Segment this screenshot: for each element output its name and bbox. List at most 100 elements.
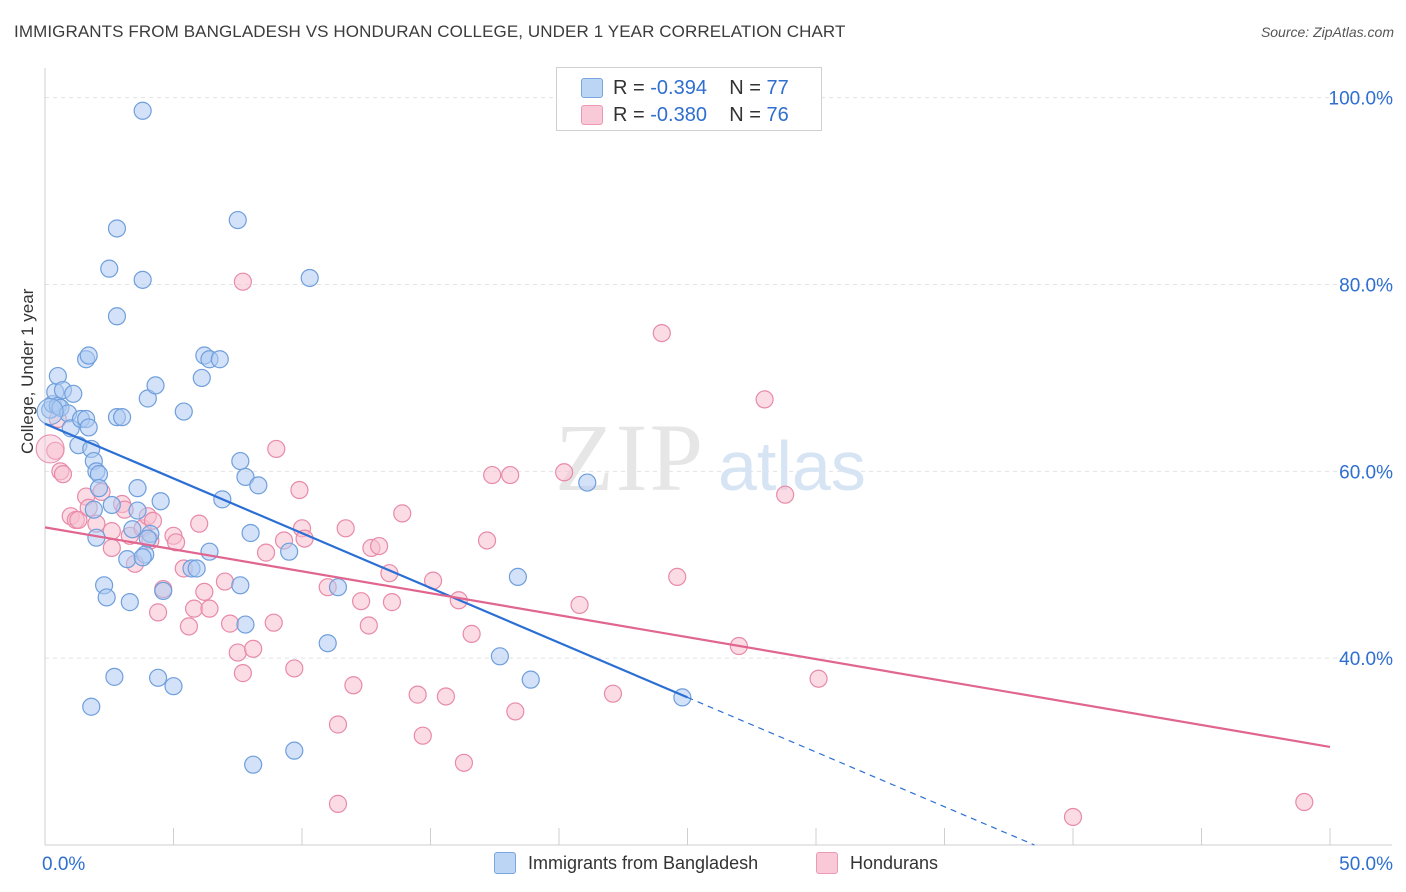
data-point-hondurans [244, 639, 263, 658]
data-point-hondurans [382, 593, 402, 612]
data-point-bangladesh [241, 523, 260, 543]
data-point-hondurans [454, 753, 474, 772]
data-point-bangladesh [187, 559, 206, 578]
y-tick-label: 80.0% [1339, 276, 1393, 297]
data-point-bangladesh [107, 219, 127, 238]
legend: R = -0.394 N = 77 R = -0.380 N = 76 [556, 67, 822, 131]
legend-n-label-1: N = [729, 76, 761, 99]
data-point-hondurans [69, 510, 88, 530]
data-point-bangladesh [164, 677, 183, 696]
data-point-hondurans [370, 536, 389, 556]
data-point-hondurans [1295, 792, 1314, 812]
data-point-hondurans [483, 465, 502, 485]
data-point-hondurans [328, 794, 348, 813]
legend-r-value-2: -0.380 [650, 103, 707, 126]
data-point-hondurans [393, 504, 412, 523]
y-axis-label: College, Under 1 year [18, 288, 37, 454]
data-point-hondurans [215, 572, 234, 591]
series-bangladesh-points [36, 101, 692, 774]
data-point-bangladesh [236, 615, 255, 634]
data-point-bangladesh [328, 578, 348, 597]
data-point-bangladesh [228, 210, 247, 230]
data-point-bangladesh [79, 418, 98, 437]
chart-title: IMMIGRANTS FROM BANGLADESH VS HONDURAN C… [14, 22, 846, 41]
data-point-hondurans [228, 643, 247, 662]
x-tick-label: 0.0% [42, 854, 85, 875]
legend-r-label-1: R = [613, 76, 645, 99]
data-point-hondurans [179, 617, 199, 636]
legend-text-hondurans: R = -0.380 N = 76 [613, 104, 789, 127]
y-tick-label: 100.0% [1329, 89, 1394, 110]
data-point-bangladesh [244, 755, 263, 774]
data-point-hondurans [652, 323, 671, 343]
data-point-hondurans [436, 687, 456, 706]
data-point-bangladesh [521, 670, 540, 689]
data-point-hondurans [220, 614, 240, 633]
trend-line-hondurans [44, 526, 1331, 748]
x-tick-label: 50.0% [1339, 854, 1393, 875]
data-point-hondurans [328, 715, 348, 734]
data-point-bangladesh [285, 741, 304, 760]
data-point-hondurans [501, 465, 520, 485]
bottom-legend: Immigrants from Bangladesh Hondurans [0, 852, 1406, 878]
bottom-legend-label-hondurans: Hondurans [850, 852, 939, 873]
data-point-hondurans [776, 485, 795, 504]
data-point-bangladesh [123, 520, 142, 539]
data-point-hondurans [190, 514, 209, 533]
series-hondurans-points [35, 272, 1314, 827]
data-point-bangladesh [64, 384, 83, 403]
data-point-bangladesh [578, 473, 597, 492]
y-tick-label: 40.0% [1339, 649, 1393, 670]
bottom-legend-swatch-blue [494, 852, 516, 874]
data-point-hondurans [462, 624, 481, 643]
data-point-bangladesh [107, 307, 127, 326]
data-point-bangladesh [128, 501, 147, 520]
data-point-hondurans [200, 599, 219, 618]
data-point-hondurans [256, 543, 276, 562]
data-point-bangladesh [236, 467, 255, 487]
tick-labels: 40.0% 60.0% 80.0% 100.0% 0.0% 50.0% [42, 89, 1393, 875]
trend-lines [44, 422, 1331, 846]
data-point-bangladesh [118, 550, 137, 569]
data-point-hondurans [477, 531, 497, 550]
data-point-hondurans [352, 592, 371, 611]
data-point-bangladesh [231, 451, 250, 471]
bottom-legend-swatch-pink [816, 852, 838, 874]
data-point-hondurans [267, 439, 286, 459]
legend-n-label-2: N = [729, 103, 761, 126]
data-point-hondurans [264, 613, 283, 632]
data-point-hondurans [290, 480, 309, 500]
legend-n-value-1: 77 [766, 76, 789, 99]
data-point-bangladesh [120, 593, 139, 612]
data-point-hondurans [408, 685, 427, 704]
data-point-bangladesh [146, 376, 165, 395]
bottom-legend-hondurans: Hondurans [816, 852, 938, 874]
data-point-bangladesh [490, 647, 509, 666]
data-point-bangladesh [112, 408, 132, 427]
data-point-bangladesh [280, 542, 299, 561]
data-point-bangladesh [89, 479, 109, 498]
data-point-hondurans [195, 582, 214, 601]
data-point-hondurans [413, 726, 432, 745]
data-point-bangladesh [102, 495, 121, 515]
data-point-hondurans [570, 595, 589, 615]
data-point-hondurans [344, 676, 363, 695]
grid-lines [45, 97, 1392, 659]
legend-swatch-blue [581, 78, 603, 98]
watermark-zip: ZIP [555, 404, 705, 511]
data-point-bangladesh [231, 576, 250, 595]
data-point-bangladesh [128, 479, 147, 498]
data-point-bangladesh [300, 268, 319, 288]
data-point-hondurans [668, 567, 687, 587]
data-point-bangladesh [154, 581, 173, 601]
data-point-bangladesh [97, 588, 116, 607]
data-point-bangladesh [84, 500, 103, 519]
bottom-legend-bangladesh: Immigrants from Bangladesh [494, 852, 758, 874]
data-point-bangladesh [105, 667, 124, 686]
data-point-hondurans [233, 272, 252, 291]
legend-text-bangladesh: R = -0.394 N = 77 [613, 77, 789, 100]
chart-source: Source: ZipAtlas.com [1260, 24, 1394, 40]
data-point-hondurans [755, 390, 774, 409]
legend-r-label-2: R = [613, 103, 645, 126]
data-point-hondurans [809, 669, 828, 688]
